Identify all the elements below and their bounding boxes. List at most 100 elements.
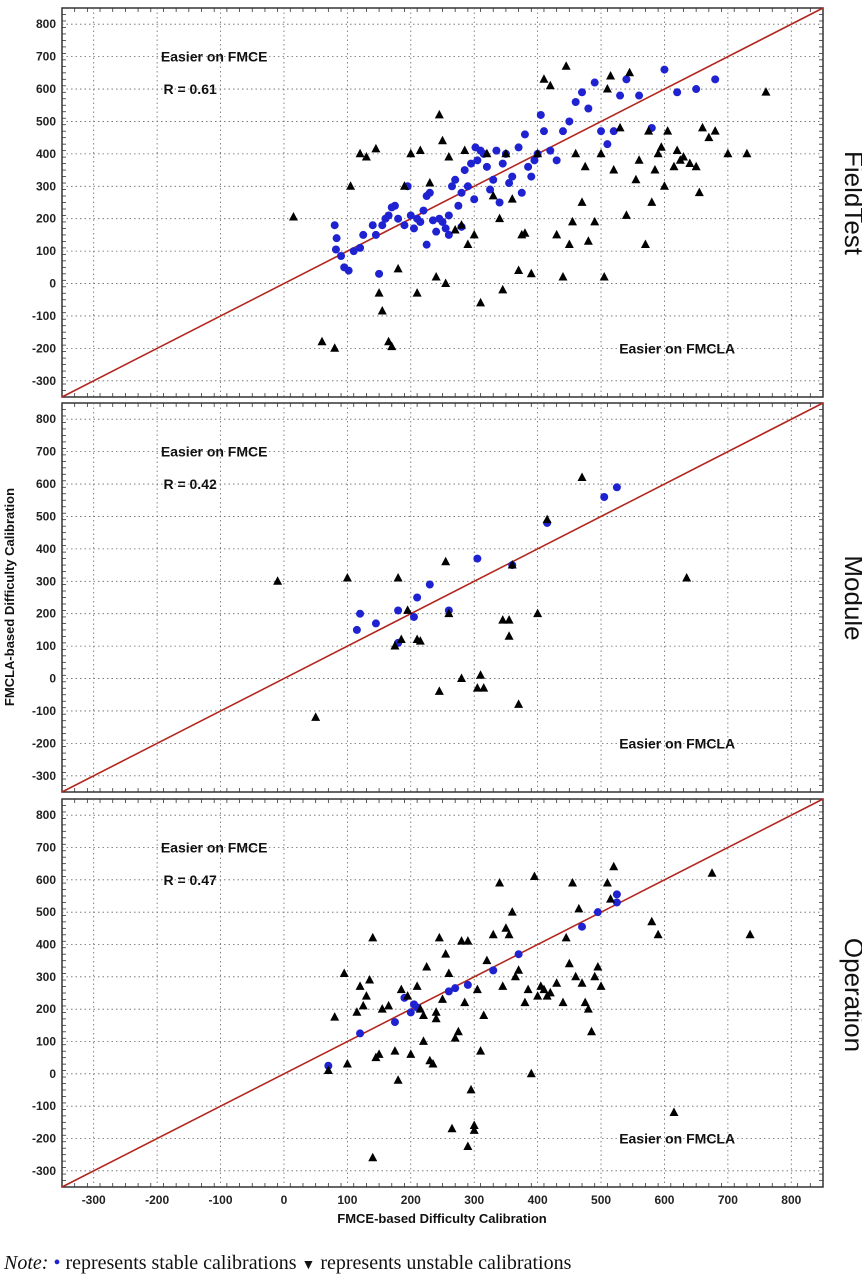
- data-point-stable: [356, 609, 365, 618]
- note-unstable-text: represents unstable calibrations: [320, 1252, 572, 1274]
- data-point-stable: [482, 162, 491, 171]
- data-point-unstable: [507, 907, 517, 916]
- data-point-unstable: [672, 145, 682, 155]
- annotation-easier-fmcla: Easier on FMCLA: [619, 735, 735, 751]
- data-point-unstable: [466, 1084, 476, 1094]
- data-point-stable: [514, 143, 523, 152]
- data-point-unstable: [441, 556, 451, 566]
- data-point-unstable: [346, 181, 356, 190]
- data-point-unstable: [352, 1007, 362, 1016]
- data-point-stable: [448, 182, 457, 191]
- y-tick-label: 100: [36, 639, 56, 653]
- data-point-unstable: [682, 572, 692, 582]
- data-point-unstable: [704, 132, 714, 142]
- data-point-unstable: [691, 161, 701, 171]
- y-tick-label: 0: [49, 672, 56, 686]
- data-point-stable: [441, 224, 450, 233]
- data-point-unstable: [542, 514, 552, 524]
- data-point-stable: [356, 1029, 365, 1038]
- x-tick-label: -300: [82, 1193, 106, 1207]
- data-point-unstable: [418, 1036, 428, 1045]
- note-stable-text: represents stable calibrations: [65, 1252, 297, 1274]
- data-point-unstable: [504, 631, 514, 640]
- data-point-unstable: [472, 984, 482, 994]
- data-point-unstable: [358, 1000, 368, 1010]
- data-point-stable: [520, 130, 529, 139]
- data-point-unstable: [444, 608, 454, 618]
- unstable-marker-icon: ▼: [301, 1258, 316, 1273]
- data-point-stable: [612, 890, 621, 899]
- data-point-unstable: [273, 576, 283, 585]
- data-point-unstable: [396, 984, 406, 994]
- y-tick-label: 300: [36, 179, 56, 193]
- data-point-stable: [356, 243, 365, 252]
- data-point-stable: [371, 230, 380, 239]
- y-tick-label: 200: [36, 1002, 56, 1016]
- data-point-unstable: [656, 142, 666, 151]
- data-point-unstable: [669, 161, 679, 171]
- data-point-unstable: [412, 981, 422, 990]
- data-point-stable: [473, 554, 482, 563]
- data-point-unstable: [644, 126, 654, 135]
- data-point-unstable: [399, 181, 409, 190]
- data-point-stable: [416, 217, 425, 226]
- data-point-unstable: [621, 210, 631, 219]
- data-point-stable: [673, 88, 682, 97]
- data-point-unstable: [317, 336, 327, 346]
- data-point-stable: [498, 159, 507, 168]
- annotation-easier-fmce: Easier on FMCE: [161, 840, 268, 856]
- y-tick-label: 700: [36, 445, 56, 459]
- data-point-unstable: [609, 164, 619, 174]
- data-point-unstable: [694, 187, 704, 197]
- data-point-unstable: [460, 145, 470, 155]
- data-point-unstable: [698, 122, 708, 132]
- data-point-unstable: [625, 67, 635, 77]
- y-tick-label: 800: [36, 412, 56, 426]
- data-point-unstable: [602, 83, 612, 93]
- data-point-unstable: [393, 263, 403, 273]
- x-tick-label: 600: [654, 1193, 674, 1207]
- data-point-stable: [349, 247, 358, 256]
- data-point-unstable: [761, 87, 771, 96]
- data-point-unstable: [428, 1059, 438, 1068]
- data-point-unstable: [393, 572, 403, 582]
- data-point-unstable: [558, 997, 568, 1007]
- data-point-unstable: [577, 197, 587, 206]
- data-point-unstable: [330, 343, 340, 352]
- data-point-unstable: [501, 923, 511, 932]
- data-point-stable: [536, 110, 545, 119]
- data-point-stable: [406, 211, 415, 220]
- data-point-unstable: [514, 265, 524, 274]
- data-point-stable: [422, 240, 431, 249]
- data-point-stable: [660, 65, 669, 74]
- data-point-stable: [571, 98, 580, 107]
- data-point-unstable: [647, 197, 657, 206]
- panel-label: Operation: [839, 938, 862, 1052]
- data-point-unstable: [479, 683, 489, 692]
- data-point-unstable: [498, 284, 508, 294]
- y-tick-label: 0: [49, 1067, 56, 1081]
- data-point-unstable: [504, 929, 514, 939]
- data-point-unstable: [526, 268, 536, 278]
- y-tick-label: 800: [36, 17, 56, 31]
- data-point-stable: [444, 211, 453, 220]
- data-point-unstable: [472, 683, 482, 692]
- data-point-unstable: [406, 148, 416, 158]
- data-point-stable: [505, 179, 514, 188]
- data-point-stable: [539, 127, 548, 136]
- data-point-stable: [419, 206, 428, 215]
- data-point-unstable: [488, 929, 498, 939]
- data-point-stable: [470, 195, 479, 204]
- x-tick-label: 100: [337, 1193, 357, 1207]
- data-point-unstable: [498, 615, 508, 624]
- y-tick-label: -300: [32, 1164, 56, 1178]
- data-point-unstable: [384, 1000, 394, 1010]
- data-point-unstable: [403, 991, 413, 1000]
- y-tick-label: 300: [36, 574, 56, 588]
- data-point-unstable: [469, 229, 479, 239]
- data-point-unstable: [596, 148, 606, 158]
- data-point-stable: [378, 221, 387, 230]
- data-point-unstable: [653, 148, 663, 158]
- data-point-stable: [612, 483, 621, 492]
- data-point-unstable: [609, 861, 619, 871]
